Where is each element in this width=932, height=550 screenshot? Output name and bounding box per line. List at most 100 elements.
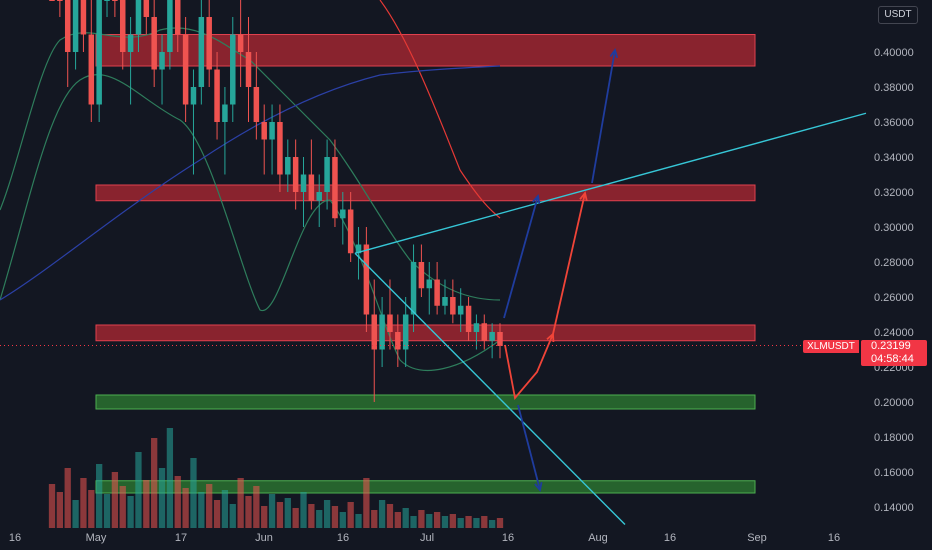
red-projection-up-path bbox=[552, 192, 586, 335]
candle-body bbox=[230, 34, 236, 105]
time-tick-label: May bbox=[86, 532, 107, 544]
candle-body bbox=[292, 157, 299, 192]
volume-bar bbox=[103, 494, 111, 528]
candle-body bbox=[395, 332, 401, 350]
candle-body bbox=[222, 104, 228, 122]
volume-bar bbox=[135, 452, 142, 528]
volume-bar bbox=[64, 468, 71, 528]
candle-body bbox=[379, 314, 385, 350]
price-tick-label: 0.34000 bbox=[874, 152, 914, 164]
candle-body bbox=[151, 17, 157, 70]
candle-body bbox=[159, 52, 165, 70]
resistance-zone-2 bbox=[95, 324, 756, 342]
volume-bar bbox=[151, 438, 158, 528]
candle-body bbox=[426, 279, 433, 289]
blue-projection-low-head bbox=[534, 481, 543, 493]
candle-body bbox=[347, 209, 354, 254]
blue-projection-high-path bbox=[591, 49, 616, 184]
volume-bar bbox=[371, 510, 378, 528]
volume-bar bbox=[276, 502, 284, 528]
price-tick-label: 0.36000 bbox=[874, 117, 914, 129]
time-tick-label: Jun bbox=[255, 532, 273, 544]
candle-body bbox=[253, 87, 260, 122]
volume-bar bbox=[237, 478, 244, 528]
price-tick-label: 0.16000 bbox=[874, 467, 914, 479]
volume-bar bbox=[268, 494, 276, 528]
candle-body bbox=[119, 0, 126, 52]
volume-bar bbox=[394, 512, 401, 528]
volume-bar bbox=[355, 514, 362, 528]
time-tick-label: 16 bbox=[9, 532, 21, 544]
last-price-badge: 0.23199 04:58:44 bbox=[861, 340, 927, 366]
candle-body bbox=[418, 262, 425, 289]
volume-bar bbox=[457, 518, 464, 528]
candle-body bbox=[308, 174, 315, 201]
price-tick-label: 0.40000 bbox=[874, 47, 914, 59]
volume-bar bbox=[127, 496, 134, 528]
candle-body bbox=[190, 87, 197, 105]
ma-red bbox=[379, 0, 501, 219]
volume-bar bbox=[323, 500, 331, 528]
candle-body bbox=[96, 0, 102, 105]
candle-body bbox=[143, 0, 150, 17]
volume-bar bbox=[80, 478, 87, 528]
volume-bar bbox=[174, 476, 181, 528]
candle-body bbox=[72, 0, 79, 52]
candle-body bbox=[167, 0, 173, 52]
volume-bar bbox=[449, 514, 456, 528]
price-tick-label: 0.26000 bbox=[874, 292, 914, 304]
volume-bar bbox=[292, 508, 299, 528]
time-tick-label: Aug bbox=[588, 532, 608, 544]
candle-body bbox=[206, 17, 212, 70]
candle-body bbox=[465, 305, 472, 332]
candle-body bbox=[175, 0, 181, 35]
volume-bar bbox=[426, 514, 433, 528]
candle-body bbox=[88, 34, 95, 105]
upper-trendline bbox=[354, 112, 867, 254]
volume-bar bbox=[284, 498, 291, 528]
candle-body bbox=[245, 52, 252, 87]
candle-body bbox=[261, 122, 267, 140]
time-axis[interactable]: 16 May 17 Jun 16 Jul 16 Aug 16 Sep 16 bbox=[9, 532, 840, 544]
volume-bar bbox=[190, 458, 197, 528]
blue-projection-low-path bbox=[517, 404, 541, 491]
candle-body bbox=[355, 244, 362, 254]
time-tick-label: 16 bbox=[337, 532, 349, 544]
volume-bar bbox=[496, 518, 504, 528]
blue-projection-high-head bbox=[609, 47, 619, 58]
volume-bar bbox=[433, 512, 441, 528]
time-tick-label: 17 bbox=[175, 532, 187, 544]
trend-drawings bbox=[354, 47, 867, 525]
candle-body bbox=[285, 157, 291, 175]
time-tick-label: 16 bbox=[664, 532, 676, 544]
price-tick-label: 0.20000 bbox=[874, 397, 914, 409]
time-tick-label: Jul bbox=[420, 532, 434, 544]
candle-body bbox=[300, 174, 307, 192]
volume-bar bbox=[119, 486, 126, 528]
candle-body bbox=[450, 297, 456, 315]
volume-bar bbox=[229, 504, 236, 528]
candle-body bbox=[410, 262, 417, 315]
volume-bar bbox=[206, 484, 213, 528]
candle-body bbox=[442, 297, 448, 306]
candle-body bbox=[332, 157, 338, 219]
volume-bar bbox=[158, 468, 166, 528]
candle-body bbox=[198, 17, 205, 87]
candle-body bbox=[402, 314, 409, 350]
candle-body bbox=[269, 122, 275, 140]
volume-bar bbox=[465, 516, 472, 528]
candle-body bbox=[64, 0, 71, 52]
volume-bar bbox=[96, 464, 103, 528]
support-zone-3 bbox=[95, 394, 756, 410]
volume-bar bbox=[386, 504, 394, 528]
volume-bar bbox=[143, 480, 150, 528]
lower-band bbox=[0, 74, 501, 371]
candle-body bbox=[363, 244, 370, 315]
volume-bar bbox=[363, 478, 370, 528]
price-tick-label: 0.38000 bbox=[874, 82, 914, 94]
volume-bar bbox=[198, 492, 205, 528]
currency-badge[interactable]: USDT bbox=[878, 6, 918, 24]
volume-bar bbox=[56, 492, 64, 528]
price-tick-label: 0.18000 bbox=[874, 432, 914, 444]
